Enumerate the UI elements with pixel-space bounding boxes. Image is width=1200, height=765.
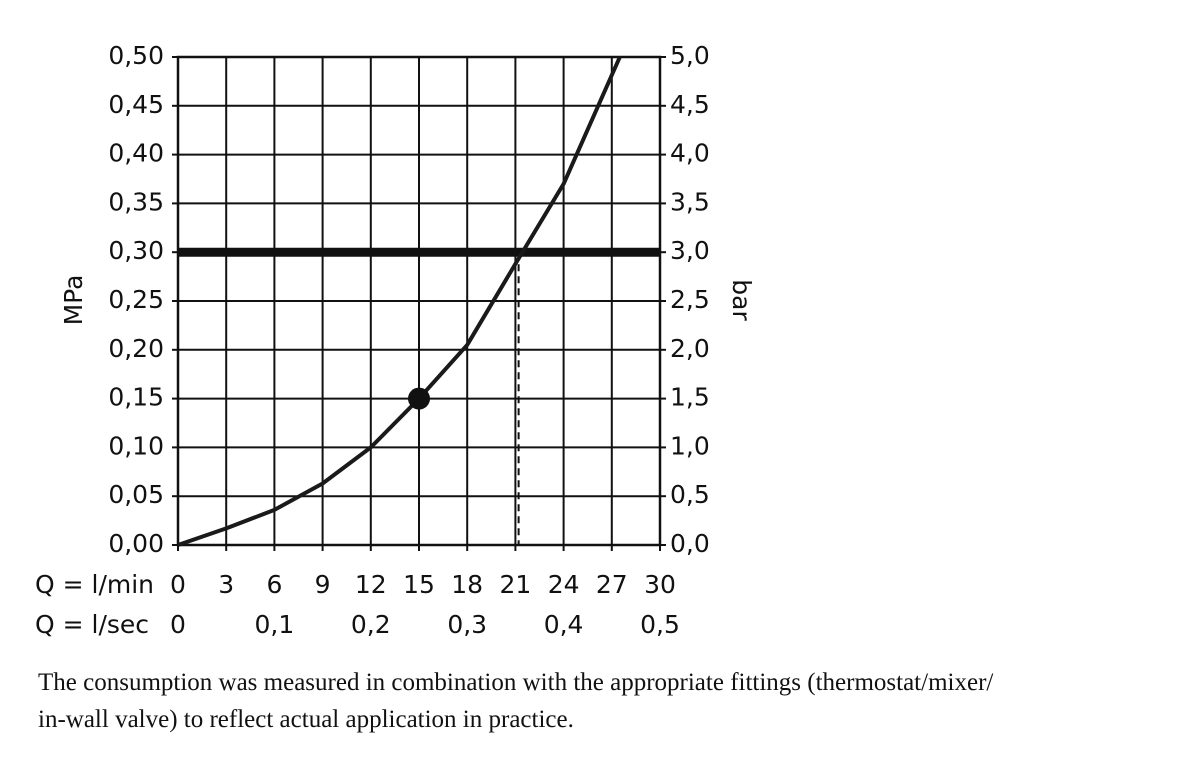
y2-tick-label: 3,5 xyxy=(670,187,710,216)
y2-axis-label: bar xyxy=(727,279,756,321)
data-line xyxy=(177,56,622,547)
y2-tick-label: 0,0 xyxy=(670,529,710,558)
y-axis-label: MPa xyxy=(59,275,88,326)
footnote-line: The consumption was measured in combinat… xyxy=(38,669,994,696)
x-tick-label: 18 xyxy=(451,570,483,599)
y2-tick-label: 0,5 xyxy=(670,480,710,509)
y-tick-label: 0,20 xyxy=(108,334,164,363)
x-tick-label: 6 xyxy=(266,570,282,599)
y2-tick-label: 2,5 xyxy=(670,285,710,314)
x-tick-label: 9 xyxy=(315,570,331,599)
y2-tick-label: 4,0 xyxy=(670,139,710,168)
y-tick-label: 0,40 xyxy=(108,139,164,168)
x-tick-label: 15 xyxy=(403,570,435,599)
y-tick-label: 0,25 xyxy=(108,285,164,314)
x-tick-label: 3 xyxy=(218,570,234,599)
x2-tick-label: 0,4 xyxy=(544,610,584,639)
y-tick-label: 0,15 xyxy=(108,383,164,412)
x-tick-label: 27 xyxy=(596,570,628,599)
marker xyxy=(408,387,430,410)
x2-tick-label: 0,3 xyxy=(447,610,487,639)
x-tick-label: 21 xyxy=(499,570,531,599)
x2-tick-label: 0 xyxy=(170,610,186,639)
x-tick-label: 24 xyxy=(548,570,580,599)
x2-tick-label: 0,1 xyxy=(255,610,295,639)
x-axis-label: Q = l/min xyxy=(35,570,154,599)
x-tick-label: 0 xyxy=(170,570,186,599)
y-tick-label: 0,05 xyxy=(108,480,164,509)
y2-tick-label: 5,0 xyxy=(670,41,710,70)
footnote: The consumption was measured in combinat… xyxy=(38,664,1188,738)
x2-tick-label: 0,2 xyxy=(351,610,391,639)
x-tick-label: 12 xyxy=(355,570,387,599)
y-tick-label: 0,30 xyxy=(108,236,164,265)
y-tick-label: 0,35 xyxy=(108,187,164,216)
y-tick-label: 0,50 xyxy=(108,41,164,70)
x2-tick-label: 0,5 xyxy=(640,610,680,639)
x2-axis-label: Q = l/sec xyxy=(35,610,149,639)
y2-tick-label: 1,0 xyxy=(670,431,710,460)
y-tick-label: 0,10 xyxy=(108,431,164,460)
y2-tick-label: 1,5 xyxy=(670,383,710,412)
y2-tick-label: 2,0 xyxy=(670,334,710,363)
plot-frame xyxy=(176,55,662,547)
y2-tick-label: 4,5 xyxy=(670,90,710,119)
chart: MPa bar Q = l/min Q = l/sec 0,000,050,10… xyxy=(35,41,756,639)
footnote-line: in-wall valve) to reflect actual applica… xyxy=(38,706,574,733)
y-tick-label: 0,45 xyxy=(108,90,164,119)
x-tick-label: 30 xyxy=(644,570,676,599)
y-tick-label: 0,00 xyxy=(108,529,164,558)
y2-tick-label: 3,0 xyxy=(670,236,710,265)
